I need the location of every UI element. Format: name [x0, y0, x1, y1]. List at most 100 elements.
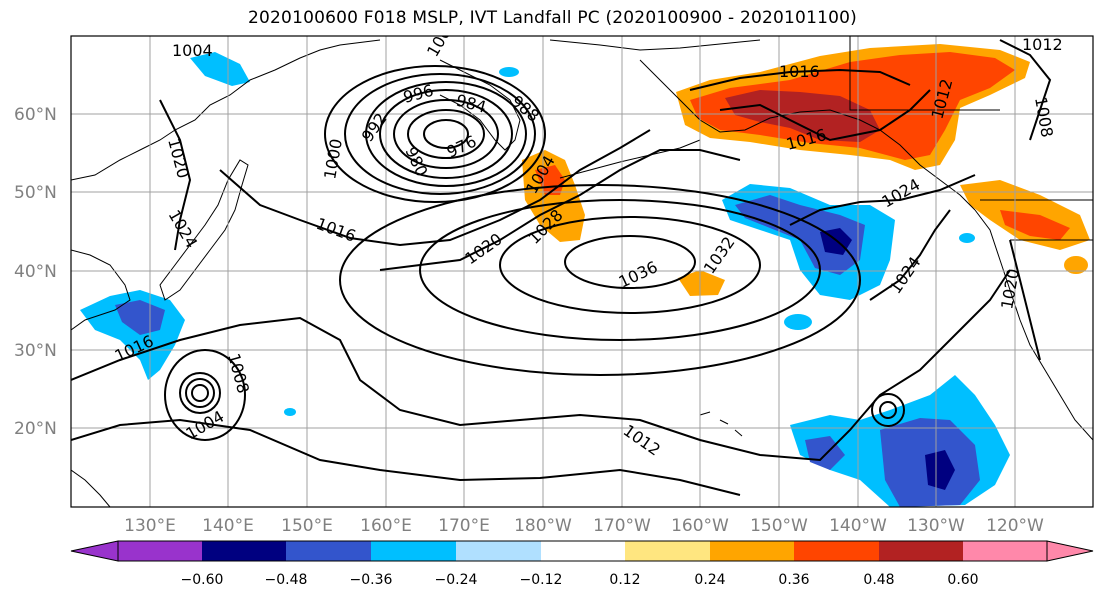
- mslp-low-ring: [344, 73, 536, 195]
- ivt-negative-okhotsk: [190, 52, 250, 86]
- colorbar-tick-label: −0.24: [435, 572, 478, 588]
- contour-label: 1016: [779, 62, 820, 81]
- coastline-hawaii: [699, 411, 743, 437]
- mslp-contour-1016-south: [71, 269, 1011, 462]
- mslp-contour-northeast: [999, 39, 1052, 141]
- lat-label-60: 60°N: [14, 105, 57, 125]
- ivt-positive-alaska-core: [725, 90, 880, 142]
- coastline-philippines: [71, 469, 111, 507]
- mslp-small-low-ring: [871, 393, 905, 427]
- mslp-low-ring: [407, 109, 485, 159]
- lon-label: 140°E: [202, 516, 254, 536]
- map-frame: [70, 35, 1094, 508]
- mslp-low-ring: [365, 81, 527, 187]
- chart-title: 2020100600 F018 MSLP, IVT Landfall PC (2…: [248, 8, 857, 28]
- colorbar: −0.60 −0.48 −0.36 −0.24 −0.12 0.12 0.24 …: [70, 540, 1094, 588]
- mslp-typhoon-ring: [191, 384, 209, 402]
- ivt-negative-ne-pacific-mid: [735, 195, 865, 275]
- lon-label: 150°E: [281, 516, 333, 536]
- lat-label-30: 30°N: [14, 341, 57, 361]
- ivt-blob: [959, 233, 975, 243]
- mslp-high-ring: [499, 216, 761, 314]
- colorbar-swatch: [963, 541, 1047, 561]
- mslp-high-ring: [419, 199, 821, 341]
- mslp-small-low-ring: [879, 401, 897, 419]
- mslp-contour-1020: [379, 149, 741, 271]
- coastline-alaska: [639, 59, 976, 211]
- mslp-typhoon-ring: [164, 349, 246, 441]
- colorbar-tick-label: 0.36: [778, 572, 809, 588]
- mslp-contour-1024: [789, 174, 976, 226]
- mslp-contour-1016: [219, 129, 651, 247]
- ivt-blob: [499, 67, 519, 77]
- colorbar-swatch: [286, 541, 371, 561]
- mslp-contours: [71, 39, 1052, 496]
- mslp-contour-alaska-1016b: [719, 89, 931, 142]
- colorbar-tick-label: −0.48: [265, 572, 308, 588]
- colorbar-tick-label: 0.60: [947, 572, 978, 588]
- colorbar-tick-label: −0.12: [520, 572, 563, 588]
- contour-label: 1012: [1022, 35, 1063, 54]
- ivt-negative-se-pacific-core: [925, 450, 955, 490]
- coastline-aleutians: [559, 139, 701, 179]
- coastline-japan: [159, 159, 249, 301]
- coastline-top: [549, 39, 761, 51]
- colorbar-swatch: [118, 541, 202, 561]
- colorbar-tick-label: 0.48: [863, 572, 894, 588]
- mslp-high-ring: [564, 235, 696, 289]
- colorbar-tick-label: 0.24: [694, 572, 725, 588]
- lat-label-40: 40°N: [14, 262, 57, 282]
- lon-label: 160°W: [671, 516, 729, 536]
- colorbar-extend-low: [70, 540, 119, 562]
- contour-label: 1004: [172, 41, 213, 60]
- ivt-positive-pnw-core: [1000, 210, 1070, 240]
- colorbar-swatch: [371, 541, 456, 561]
- mslp-low-ring: [379, 89, 513, 179]
- ivt-positive-central: [678, 270, 725, 296]
- mslp-contour-west-1020: [159, 99, 192, 251]
- ivt-negative-japan-core: [115, 300, 165, 335]
- mslp-contour-alaska-1016: [689, 68, 911, 91]
- colorbar-swatch: [625, 541, 710, 561]
- lat-label-20: 20°N: [14, 419, 57, 439]
- mslp-typhoon-ring: [179, 372, 221, 414]
- state-borders: [849, 36, 1093, 241]
- mslp-contour-1024b: [869, 209, 951, 301]
- colorbar-swatch: [541, 541, 625, 561]
- coastline-north-america: [974, 209, 1093, 441]
- lon-label: 180°W: [514, 516, 572, 536]
- colorbar-swatch: [879, 541, 963, 561]
- mslp-high-ring: [339, 184, 861, 376]
- colorbar-swatch: [710, 541, 794, 561]
- lon-label: 160°E: [360, 516, 412, 536]
- lon-label: 130°W: [907, 516, 965, 536]
- lon-label: 140°W: [829, 516, 887, 536]
- ivt-blob: [784, 314, 812, 330]
- colorbar-tick-label: −0.60: [181, 572, 224, 588]
- lon-label: 150°W: [750, 516, 808, 536]
- longitude-labels: 130°E 140°E 150°E 160°E 170°E 180°W 170°…: [124, 516, 1044, 536]
- coastline-asia: [71, 39, 381, 181]
- colorbar-swatch: [456, 541, 541, 561]
- map-plot-area: 1004 1000 996 992 988 984 980 976 1000 1…: [71, 35, 1093, 507]
- colorbar-extend-high: [1046, 540, 1094, 562]
- lon-label: 170°E: [438, 516, 490, 536]
- lat-label-50: 50°N: [14, 183, 57, 203]
- mslp-low-ring: [324, 65, 546, 203]
- colorbar-swatch: [202, 541, 286, 561]
- lon-label: 170°W: [593, 516, 651, 536]
- mslp-contour-west-coast: [1009, 239, 1041, 361]
- mslp-typhoon-ring: [185, 378, 215, 408]
- lon-label: 130°E: [124, 516, 176, 536]
- coastline-korea-china: [71, 249, 131, 331]
- lon-label: 120°W: [986, 516, 1044, 536]
- latitude-labels: 60°N 50°N 40°N 30°N 20°N: [14, 105, 57, 439]
- coastlines: [71, 36, 1093, 507]
- ivt-blob: [1064, 256, 1088, 274]
- mslp-low-ring: [423, 119, 469, 149]
- mslp-contour-1012-south: [71, 418, 741, 496]
- colorbar-tick-label: 0.12: [609, 572, 640, 588]
- colorbar-tick-label: −0.36: [350, 572, 393, 588]
- ivt-blob: [284, 408, 296, 416]
